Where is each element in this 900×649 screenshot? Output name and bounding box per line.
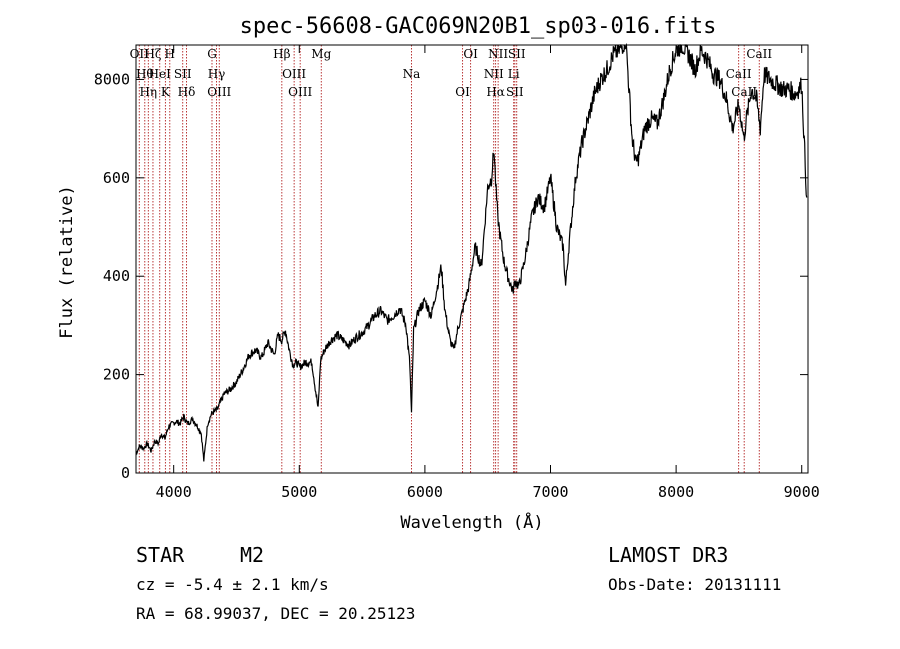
line-label-li: Li	[508, 67, 520, 81]
line-label-oiii: OIII	[282, 67, 306, 81]
y-axis-ticks: 0 200 400 600 8000	[94, 70, 808, 482]
y-axis-label: Flux (relative)	[57, 185, 77, 339]
line-label-hei: HeI	[149, 67, 172, 81]
emission-line-markers	[138, 45, 760, 473]
line-label-h: H	[165, 47, 175, 61]
line-label-hα: Hα	[486, 85, 505, 99]
line-label-oiii: OIII	[207, 85, 231, 99]
y-tick-label: 200	[103, 366, 130, 384]
y-tick-label: 400	[103, 267, 130, 285]
line-label-nii: NII	[488, 47, 508, 61]
chart-title: spec-56608-GAC069N20B1_sp03-016.fits	[240, 14, 717, 39]
y-tick-label: 0	[121, 464, 130, 482]
line-label-oi: OI	[463, 47, 478, 61]
object-class: STAR	[136, 543, 185, 567]
x-tick-label: 6000	[407, 483, 443, 501]
plot-frame	[135, 44, 809, 474]
line-label-nii: NII	[484, 67, 504, 81]
spectrum-line	[135, 42, 808, 462]
line-label-sii: SII	[508, 47, 526, 61]
line-label-hθ: Hθ	[136, 67, 154, 81]
line-label-caii: CaII	[746, 47, 772, 61]
line-label-hγ: Hγ	[208, 67, 226, 81]
line-label-oii: OII	[130, 47, 150, 61]
x-tick-label: 4000	[156, 483, 192, 501]
line-label-hη: Hη	[139, 85, 157, 99]
line-label-hβ: Hβ	[273, 47, 290, 61]
line-label-hδ: Hδ	[178, 85, 196, 99]
coordinates: RA = 68.99037, DEC = 20.25123	[136, 604, 415, 623]
redshift-velocity: cz = -5.4 ± 2.1 km/s	[136, 575, 329, 594]
x-tick-label: 7000	[532, 483, 568, 501]
x-tick-label: 9000	[784, 483, 820, 501]
y-tick-label: 8000	[94, 70, 130, 88]
line-label-caii: CaII	[726, 67, 752, 81]
line-label-na: Na	[403, 67, 421, 81]
line-label-sii: SII	[174, 67, 192, 81]
x-tick-label: 8000	[658, 483, 694, 501]
line-label-hζ: Hζ	[144, 47, 161, 61]
line-label-oiii: OIII	[288, 85, 312, 99]
y-tick-label: 600	[103, 169, 130, 187]
survey-name: LAMOST DR3	[608, 543, 728, 567]
x-axis-label: Wavelength (Å)	[400, 511, 543, 533]
line-label-sii: SII	[506, 85, 524, 99]
line-label-oi: OI	[455, 85, 470, 99]
line-label-g: G	[207, 47, 217, 61]
x-axis-ticks: 4000 5000 6000 7000 8000 9000	[156, 45, 820, 501]
line-label-k: K	[161, 85, 171, 99]
object-subclass: M2	[240, 543, 264, 567]
x-tick-label: 5000	[281, 483, 317, 501]
emission-line-labels: OII Hθ Hη Hζ HeI K H SII Hδ G Hγ OIII Hβ OIII OIII Mg Na…	[130, 47, 773, 99]
line-label-mg: Mg	[311, 47, 331, 61]
observation-date: Obs-Date: 20131111	[608, 575, 781, 594]
